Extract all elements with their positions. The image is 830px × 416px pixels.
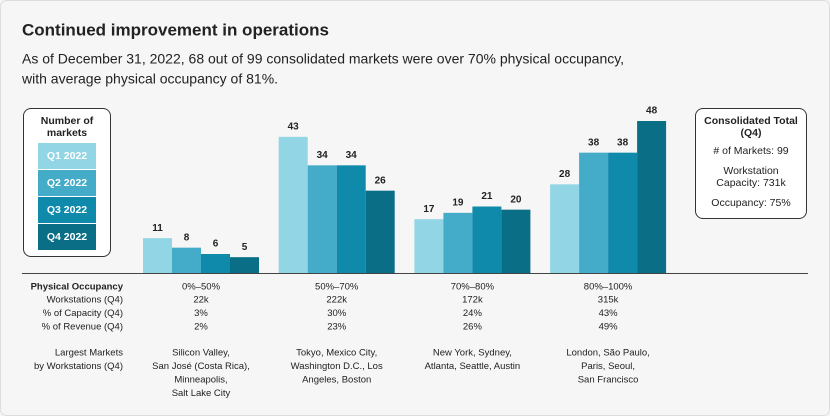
table-cell: 23% xyxy=(327,322,347,333)
market-text: Silicon Valley, xyxy=(172,348,230,359)
data-label: 48 xyxy=(646,106,658,117)
market-text: London, São Paulo, xyxy=(566,348,649,359)
table-cell: 22k xyxy=(193,295,209,306)
subtitle: with average physical occupancy of 81%. xyxy=(21,71,278,87)
row-label: % of Revenue (Q4) xyxy=(42,322,123,333)
table-cell: 49% xyxy=(599,322,619,333)
bar xyxy=(172,247,201,273)
table-cell: 2% xyxy=(194,322,208,333)
bar xyxy=(307,165,337,273)
row-label: by Workstations (Q4) xyxy=(34,361,123,372)
market-text: Atlanta, Seattle, Austin xyxy=(425,361,521,372)
table-cell: 3% xyxy=(194,308,208,319)
market-text: Washington D.C., Los xyxy=(291,361,383,372)
legend-entry: Q4 2022 xyxy=(38,224,96,250)
bar xyxy=(201,254,230,273)
market-text: Salt Lake City xyxy=(172,388,231,399)
table-cell: 30% xyxy=(327,308,347,319)
bar xyxy=(278,136,308,273)
table-cell: 43% xyxy=(599,308,619,319)
market-text: New York, Sydney, xyxy=(433,348,512,359)
table-cell: 26% xyxy=(463,322,483,333)
bar xyxy=(579,152,609,273)
row-label: Workstations (Q4) xyxy=(47,295,123,306)
data-label: 28 xyxy=(559,169,571,180)
row-label: Largest Markets xyxy=(55,348,123,359)
summary-line: Occupancy: 75% xyxy=(711,197,791,209)
data-label: 34 xyxy=(346,150,358,161)
bar xyxy=(501,209,531,273)
row-header: Physical Occupancy xyxy=(31,282,124,293)
table-cell: 315k xyxy=(598,295,619,306)
market-text: San Francisco xyxy=(578,375,639,386)
category-label: 80%–100% xyxy=(584,282,633,293)
data-label: 5 xyxy=(242,242,248,253)
bar xyxy=(637,121,667,273)
bar xyxy=(365,190,395,273)
data-label: 8 xyxy=(184,232,190,243)
data-label: 26 xyxy=(375,175,387,186)
category-label: 0%–50% xyxy=(182,282,221,293)
data-label: 11 xyxy=(152,223,163,234)
bar xyxy=(472,206,502,273)
table-cell: 172k xyxy=(462,295,483,306)
data-label: 21 xyxy=(481,191,493,202)
table-cell: 222k xyxy=(326,295,347,306)
summary-line: Workstation Capacity: 731k xyxy=(716,165,786,189)
legend-title: Number of markets xyxy=(40,115,94,139)
market-text: Angeles, Boston xyxy=(302,375,371,386)
data-label: 38 xyxy=(617,137,629,148)
summary-line: # of Markets: 99 xyxy=(713,145,789,157)
subtitle: As of December 31, 2022, 68 out of 99 co… xyxy=(22,51,624,67)
chart-title: Continued improvement in operations xyxy=(22,20,329,39)
data-label: 19 xyxy=(452,197,464,208)
data-label: 6 xyxy=(213,239,219,250)
data-label: 38 xyxy=(588,137,600,148)
bar xyxy=(414,219,444,273)
legend-entry: Q1 2022 xyxy=(38,143,96,169)
bar xyxy=(608,152,638,273)
category-label: 50%–70% xyxy=(315,282,359,293)
data-label: 20 xyxy=(510,194,522,205)
bar xyxy=(443,212,473,273)
data-label: 43 xyxy=(288,121,300,132)
market-text: San José (Costa Rica), xyxy=(152,361,250,372)
bar xyxy=(143,238,172,273)
market-text: Paris, Seoul, xyxy=(581,361,635,372)
summary-title: Consolidated Total (Q4) xyxy=(704,115,798,139)
bar xyxy=(550,184,580,273)
category-label: 70%–80% xyxy=(451,282,495,293)
bar xyxy=(336,165,366,273)
legend: Number of markets Q1 2022 Q2 2022 Q3 2022 Q… xyxy=(23,108,111,257)
bar xyxy=(230,257,259,273)
legend-entry: Q3 2022 xyxy=(38,197,96,223)
row-label: % of Capacity (Q4) xyxy=(43,308,123,319)
data-label: 34 xyxy=(317,150,329,161)
market-text: Minneapolis, xyxy=(174,375,227,386)
data-label: 17 xyxy=(423,204,435,215)
legend-entry: Q2 2022 xyxy=(38,170,96,196)
summary-box: Consolidated Total (Q4) # of Markets: 99… xyxy=(695,108,807,219)
table-cell: 24% xyxy=(463,308,483,319)
market-text: Tokyo, Mexico City, xyxy=(296,348,377,359)
